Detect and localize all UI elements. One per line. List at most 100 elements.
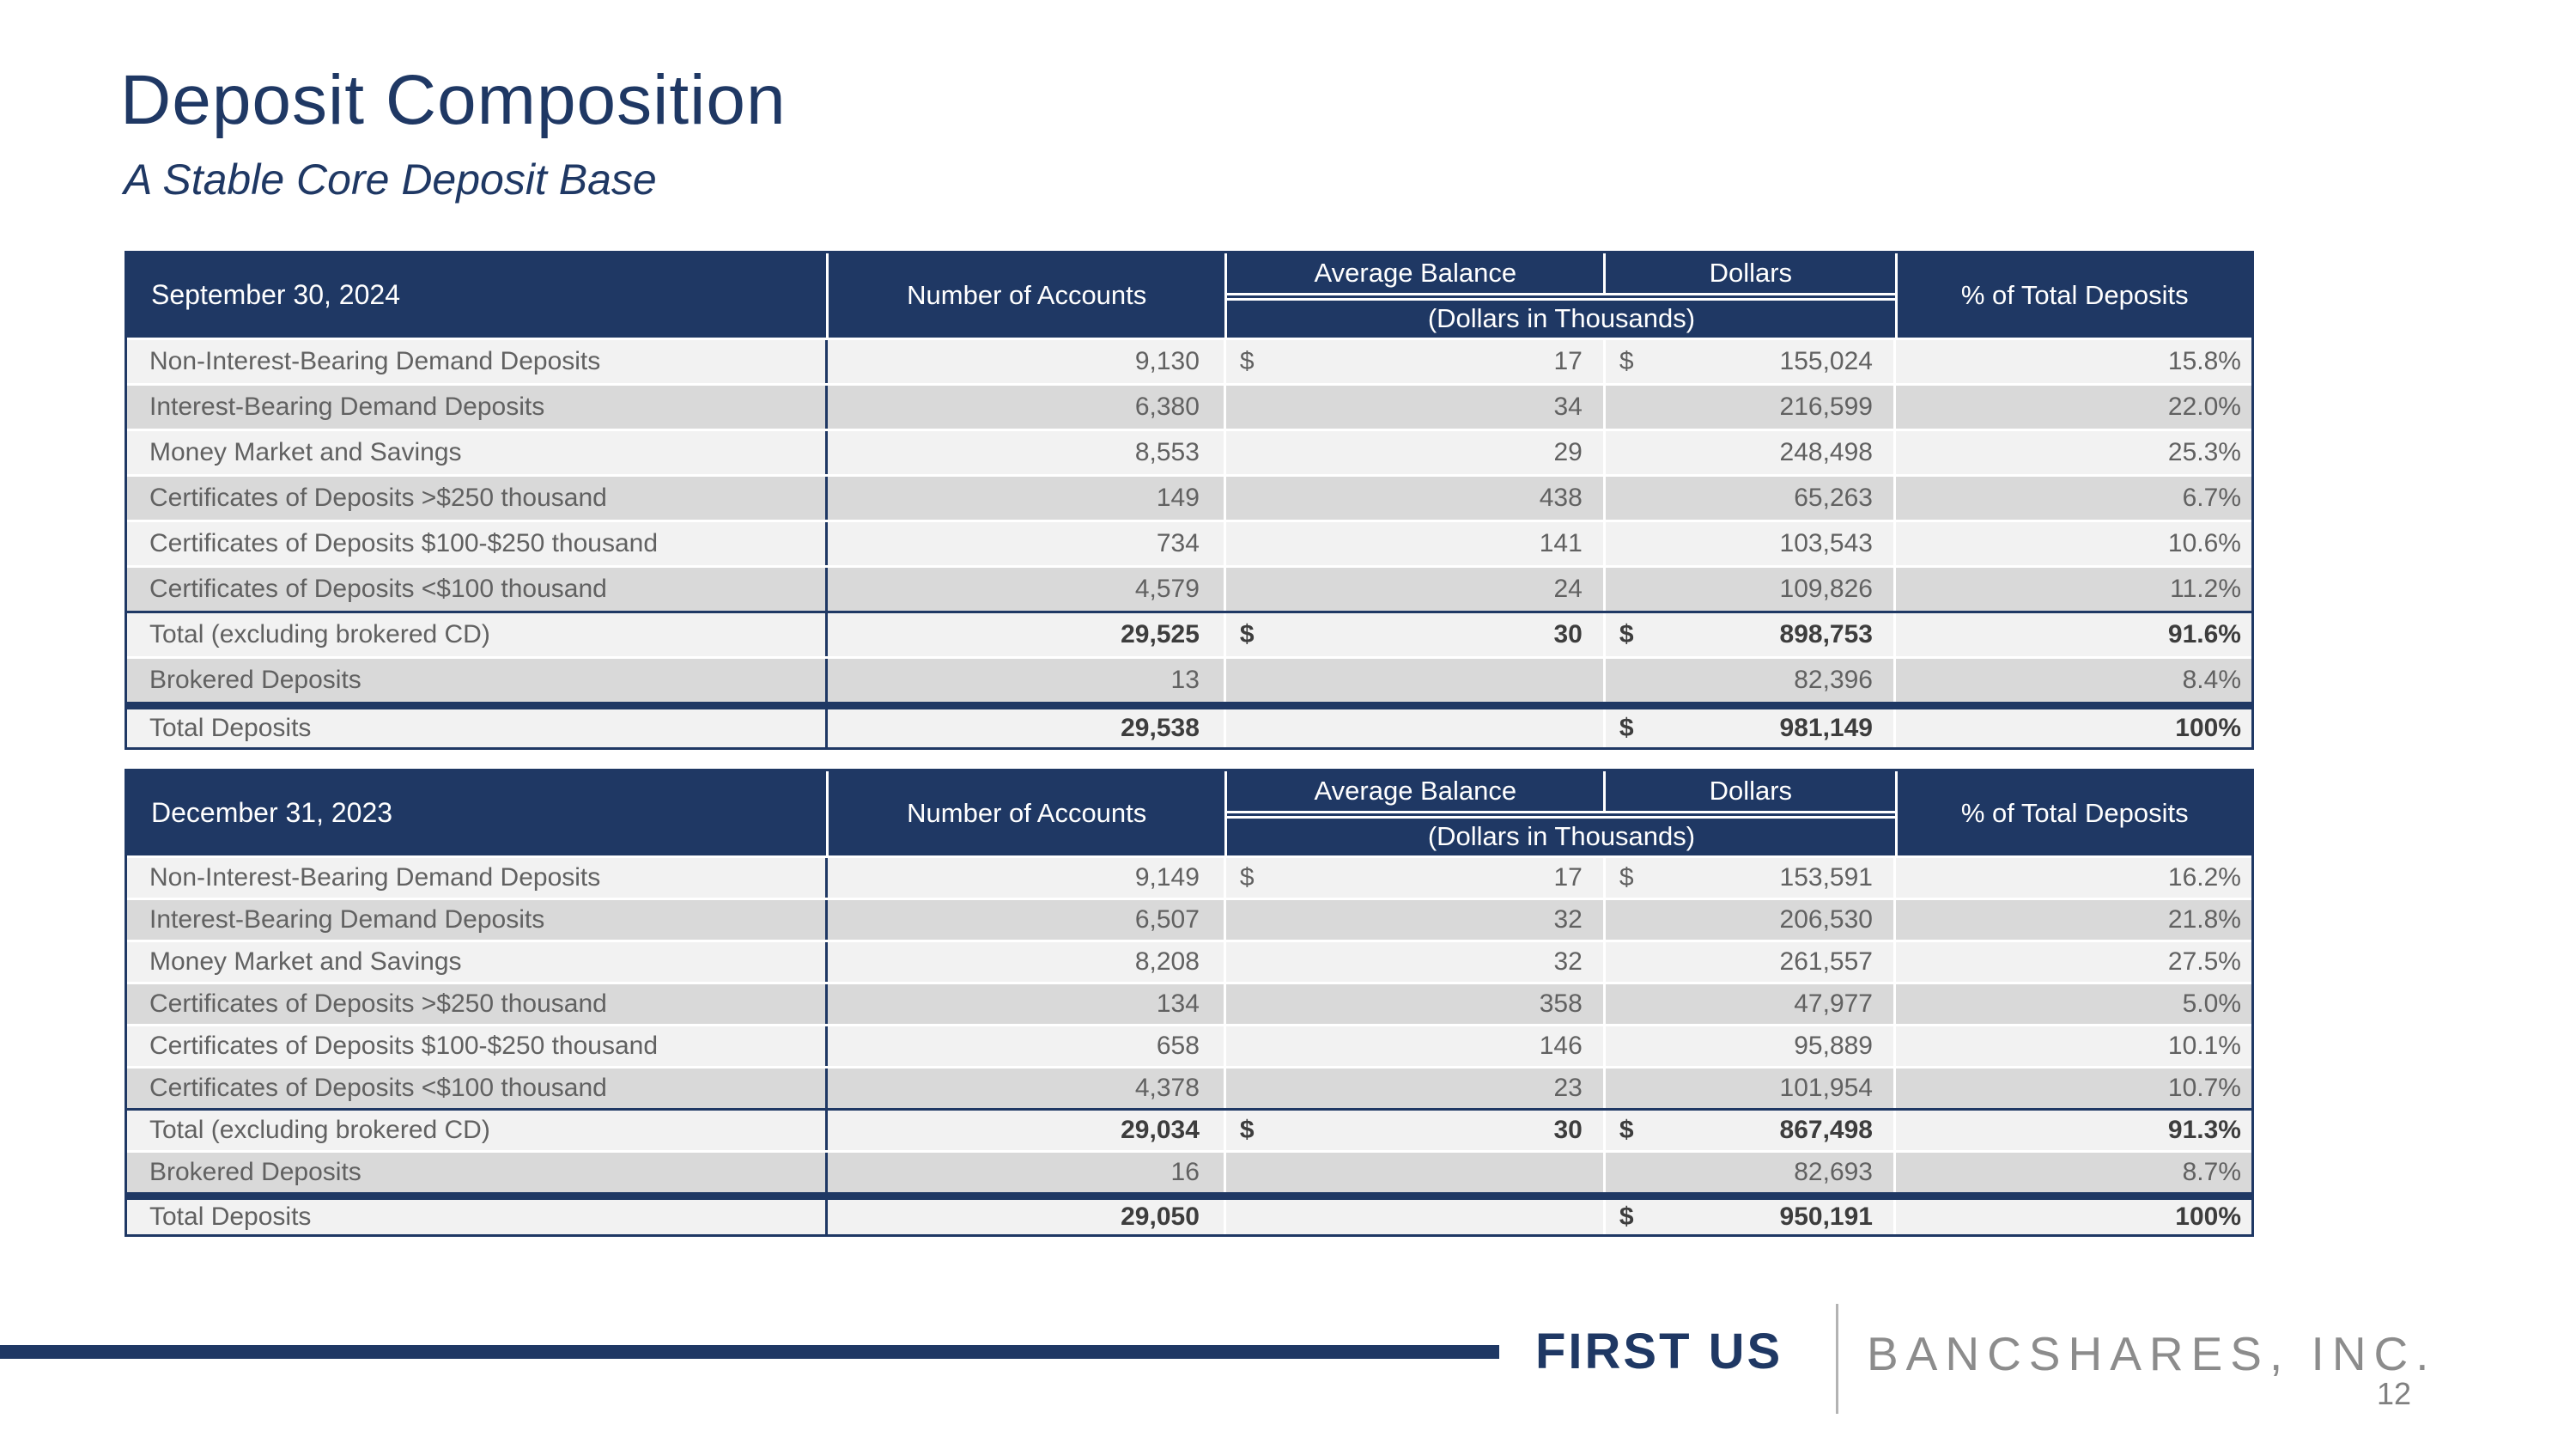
row-label: Brokered Deposits [127,1153,829,1192]
row-avg-balance: 23 [1226,1068,1606,1108]
table-row: Interest-Bearing Demand Deposits 6,507 3… [127,898,2251,940]
row-accounts: 8,553 [828,431,1226,474]
row-accounts: 658 [828,1026,1226,1066]
row-avg-balance [1226,709,1606,747]
row-avg-balance: 141 [1226,522,1606,565]
table-row: Brokered Deposits 13 82,396 8.4% [127,656,2251,702]
row-pct: 91.3% [2167,1116,2241,1144]
table-row: Certificates of Deposits $100-$250 thous… [127,1024,2251,1066]
row-pct: 8.7% [2182,1158,2241,1186]
table-row-grand-total: Total Deposits 29,538 $981,149 100% [127,702,2251,747]
row-avg-balance: 29 [1226,431,1606,474]
page-title: Deposit Composition [120,61,787,139]
row-dollars: 65,263 [1606,477,1896,520]
dollars-value: 216,599 [1779,393,1873,421]
row-accounts: 8,208 [828,942,1226,982]
row-label: Total Deposits [127,1200,829,1234]
dollar-sign: $ [1239,347,1255,375]
row-dollars: 47,977 [1606,984,1896,1024]
row-avg-balance: 34 [1226,386,1606,429]
row-dollars: 101,954 [1606,1068,1896,1108]
row-avg-balance: 358 [1226,984,1606,1024]
avg-value: 32 [1553,947,1583,976]
row-label: Total Deposits [127,709,829,747]
table-row-subtotal: Total (excluding brokered CD) 29,034 $30… [127,1108,2251,1150]
dollars-value: 153,591 [1779,863,1873,892]
row-pct: 6.7% [2182,484,2241,512]
row-accounts: 9,130 [828,340,1226,383]
row-dollars: 261,557 [1606,942,1896,982]
row-label: Interest-Bearing Demand Deposits [127,386,829,429]
deposit-table-2023-12-31: December 31, 2023 Number of Accounts Ave… [125,769,2254,1237]
dollar-sign: $ [1619,620,1634,648]
row-accounts: 9,149 [828,858,1226,898]
row-accounts: 29,525 [828,613,1226,656]
row-pct: 15.8% [2167,347,2241,375]
row-label: Certificates of Deposits >$250 thousand [127,477,829,520]
row-avg-balance [1226,1200,1606,1234]
row-avg-balance: $30 [1226,1111,1606,1150]
dollar-sign: $ [1619,1116,1634,1144]
row-avg-balance: 32 [1226,900,1606,940]
row-dollars: 216,599 [1606,386,1896,429]
table-header: September 30, 2024 Number of Accounts Av… [127,253,2251,338]
logo-first-us: FIRST US [1535,1324,1783,1379]
row-dollars: 206,530 [1606,900,1896,940]
row-pct: 10.6% [2167,529,2241,557]
row-avg-balance: $30 [1226,613,1606,656]
header-dollars-in-thousands: (Dollars in Thousands) [1227,811,1896,855]
logo-bancshares: BANCSHARES, INC. [1867,1327,2437,1380]
row-label: Certificates of Deposits $100-$250 thous… [127,522,829,565]
dollars-value: 82,396 [1794,666,1873,694]
row-dollars: $867,498 [1606,1111,1896,1150]
avg-value: 30 [1553,1116,1583,1144]
dollars-value: 981,149 [1779,714,1873,742]
avg-value: 17 [1553,347,1583,375]
row-dollars: $950,191 [1606,1200,1896,1234]
row-accounts: 29,050 [828,1200,1226,1234]
table-row: Certificates of Deposits <$100 thousand … [127,1066,2251,1108]
table-header: December 31, 2023 Number of Accounts Ave… [127,771,2251,855]
dollars-value: 109,826 [1779,575,1873,603]
row-label: Non-Interest-Bearing Demand Deposits [127,340,829,383]
row-pct: 100% [2175,714,2241,742]
row-avg-balance [1226,1153,1606,1192]
table-row: Non-Interest-Bearing Demand Deposits 9,1… [127,338,2251,383]
avg-value: 30 [1553,620,1583,648]
deposit-table-2024-09-30: September 30, 2024 Number of Accounts Av… [125,251,2254,750]
table-row-grand-total: Total Deposits 29,050 $950,191 100% [127,1192,2251,1234]
dollar-sign: $ [1239,863,1255,892]
page-number: 12 [2377,1376,2412,1411]
row-pct: 22.0% [2167,393,2241,421]
row-accounts: 134 [828,984,1226,1024]
header-dollars: Dollars [1709,775,1793,806]
row-accounts: 734 [828,522,1226,565]
row-dollars: 82,693 [1606,1153,1896,1192]
avg-value: 29 [1553,438,1583,466]
row-pct: 10.1% [2167,1032,2241,1060]
row-avg-balance: $17 [1226,340,1606,383]
row-label: Total (excluding brokered CD) [127,613,829,656]
row-label: Brokered Deposits [127,659,829,702]
dollars-value: 206,530 [1779,905,1873,934]
row-label: Non-Interest-Bearing Demand Deposits [127,858,829,898]
row-label: Interest-Bearing Demand Deposits [127,900,829,940]
row-pct: 100% [2175,1202,2241,1231]
dollars-value: 867,498 [1779,1116,1873,1144]
row-label: Money Market and Savings [127,431,829,474]
table-row: Money Market and Savings 8,553 29 248,49… [127,429,2251,474]
header-pct-of-total-deposits: % of Total Deposits [1960,797,2189,828]
dollars-value: 65,263 [1794,484,1873,512]
row-dollars: $981,149 [1606,709,1896,747]
table-row: Interest-Bearing Demand Deposits 6,380 3… [127,383,2251,429]
row-accounts: 4,579 [828,568,1226,611]
table-row: Non-Interest-Bearing Demand Deposits 9,1… [127,855,2251,898]
dollar-sign: $ [1239,620,1255,648]
row-accounts: 29,538 [828,709,1226,747]
dollars-value: 261,557 [1779,947,1873,976]
table-row-subtotal: Total (excluding brokered CD) 29,525 $30… [127,611,2251,656]
row-pct: 25.3% [2167,438,2241,466]
dollar-sign: $ [1239,1116,1255,1144]
row-label: Certificates of Deposits $100-$250 thous… [127,1026,829,1066]
row-avg-balance: 146 [1226,1026,1606,1066]
